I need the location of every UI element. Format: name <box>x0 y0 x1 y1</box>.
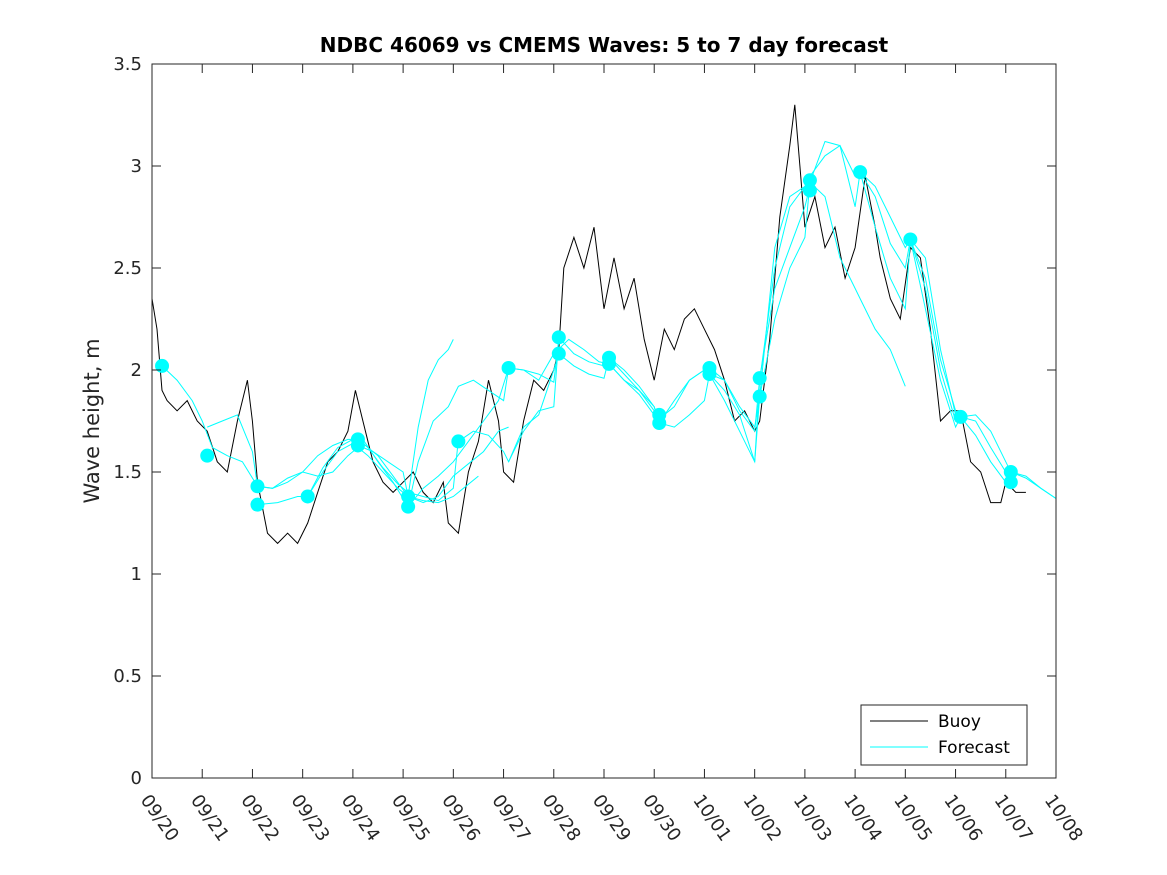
y-axis-ticks: 0 0.5 1 1.5 2 2.5 3 3.5 <box>113 54 1056 789</box>
forecast-marker <box>250 479 265 494</box>
y-tick-label: 3.5 <box>113 54 142 75</box>
forecast-marker <box>551 330 566 345</box>
plot-area <box>152 64 1056 778</box>
forecast-marker <box>250 497 265 512</box>
chart-title: NDBC 46069 vs CMEMS Waves: 5 to 7 day fo… <box>320 33 889 57</box>
forecast-marker <box>752 389 767 404</box>
y-tick-label: 3 <box>131 156 142 177</box>
forecast-marker <box>401 489 416 504</box>
forecast-marker <box>802 173 817 188</box>
y-tick-label: 0.5 <box>113 666 142 687</box>
legend-forecast-label: Forecast <box>938 738 1010 758</box>
y-tick-label: 0 <box>131 768 142 789</box>
forecast-marker <box>1003 465 1018 479</box>
forecast-marker <box>802 183 817 198</box>
buoy-series-layer <box>151 104 1026 545</box>
forecast-marker <box>602 356 617 371</box>
forecast-marker <box>551 346 566 361</box>
y-tick-label: 2.5 <box>113 258 142 279</box>
forecast-marker <box>300 489 315 504</box>
forecast-marker <box>652 416 667 431</box>
y-tick-label: 2 <box>131 360 142 381</box>
buoy-line <box>151 104 1026 545</box>
forecast-markers-layer <box>155 165 1018 514</box>
forecast-marker <box>451 434 466 449</box>
forecast-line <box>207 414 459 502</box>
forecast-marker <box>953 409 968 424</box>
forecast-marker <box>200 448 215 463</box>
forecast-marker <box>903 232 918 247</box>
y-axis-label: Wave height, m <box>80 338 104 503</box>
forecast-marker <box>401 499 416 514</box>
forecast-line <box>357 339 454 497</box>
legend-box <box>860 704 1028 766</box>
forecast-marker <box>155 358 170 373</box>
legend: Buoy Forecast <box>860 704 1028 766</box>
forecast-marker <box>702 367 717 382</box>
forecast-marker <box>350 438 365 453</box>
forecast-marker <box>1003 475 1018 490</box>
forecast-marker <box>853 165 868 180</box>
forecast-line <box>161 365 479 504</box>
forecast-marker <box>752 371 767 386</box>
forecast-line <box>910 239 1057 499</box>
y-tick-label: 1.5 <box>113 462 142 483</box>
y-tick-label: 1 <box>131 564 142 585</box>
forecast-marker <box>501 360 516 375</box>
legend-buoy-label: Buoy <box>938 712 981 732</box>
